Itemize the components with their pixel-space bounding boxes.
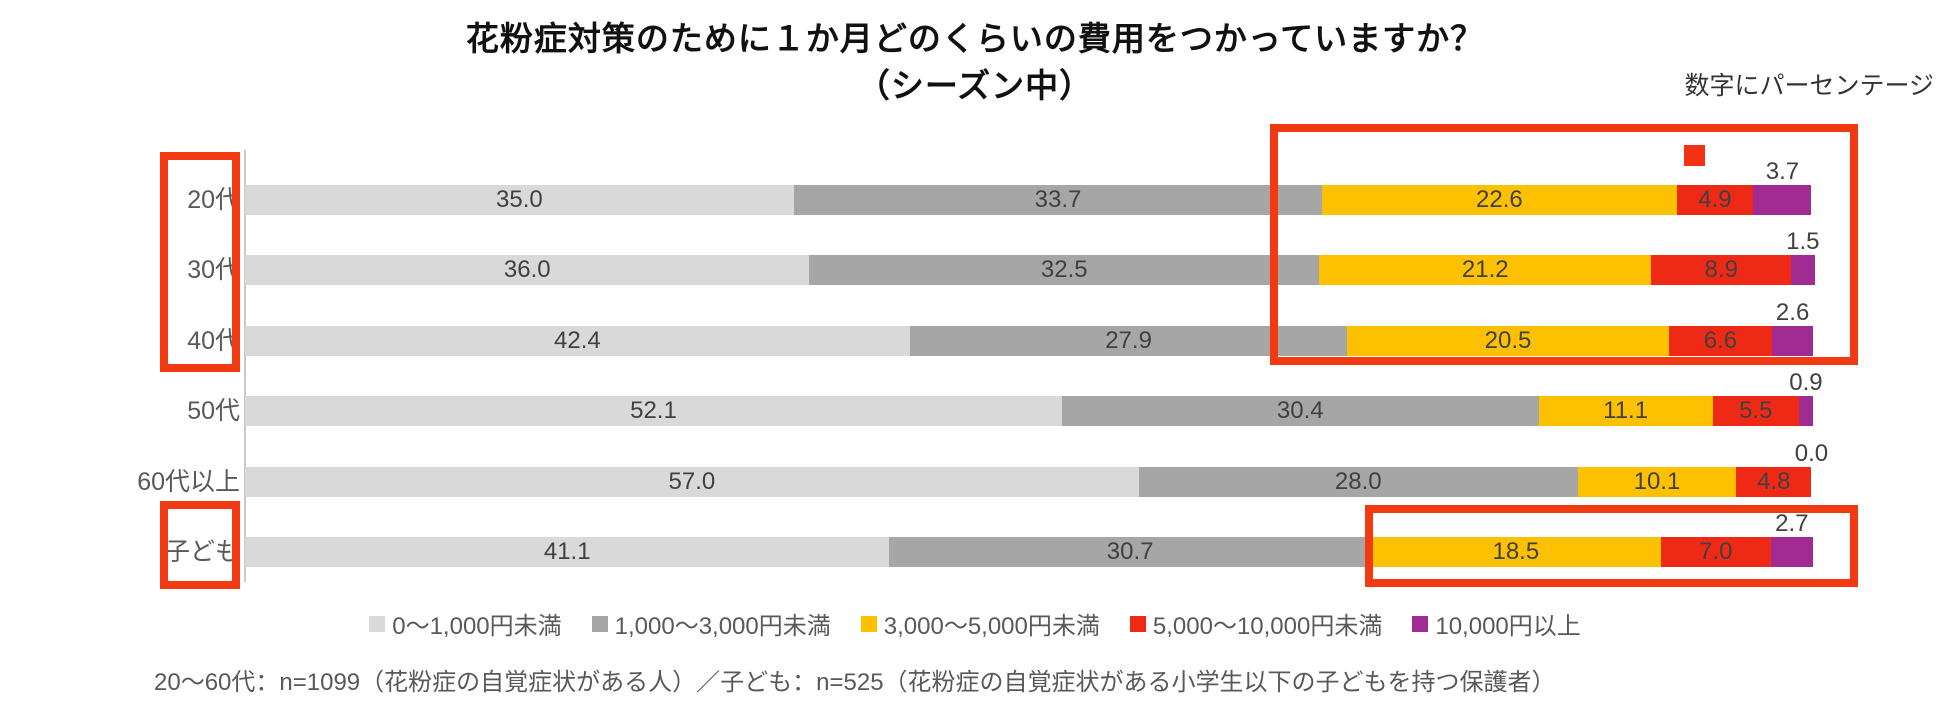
legend: 0～1,000円未満 1,000～3,000円未満 3,000～5,000円未満 5,… xyxy=(0,606,1950,641)
highlight-box-segments-kodomo xyxy=(1365,505,1858,587)
bar-segment: 7.0 xyxy=(1660,537,1771,567)
bar-segment: 35.0 xyxy=(245,185,794,215)
chart-title-line1: 花粉症対策のために１か月どのくらいの費用をつかっていますか？ xyxy=(465,20,1485,57)
bar-segment: 28.0 xyxy=(1138,467,1578,497)
bar-segment: 36.0 xyxy=(245,255,810,285)
bar-segment: 6.6 xyxy=(1668,326,1773,356)
bar-segment xyxy=(1791,255,1815,285)
bar-segment: 4.9 xyxy=(1676,185,1754,215)
bar-segment: 33.7 xyxy=(793,185,1323,215)
segment-value-label: 30.7 xyxy=(1106,538,1154,565)
bar-row-4: 57.0 28.0 10.1 4.8 xyxy=(245,467,1812,497)
bar-segment: 42.4 xyxy=(245,326,910,356)
bar-row-3: 52.1 30.4 11.1 5.5 xyxy=(245,396,1813,426)
bar-segment xyxy=(1753,185,1812,215)
row-label-5: 子ども xyxy=(164,538,240,566)
red-square-marker xyxy=(1684,145,1705,166)
segment-value-label: 27.9 xyxy=(1105,327,1152,354)
segment-value-label: 32.5 xyxy=(1040,256,1088,283)
segment-value-label: 18.5 xyxy=(1492,538,1540,565)
bar-segment: 30.4 xyxy=(1061,396,1539,426)
legend-label: 5,000～10,000円未満 xyxy=(1152,613,1383,640)
highlight-box-age-labels-20-40 xyxy=(160,152,240,372)
segment-value-label: 36.0 xyxy=(503,256,551,283)
segment-value-label: 6.6 xyxy=(1703,327,1738,354)
segment-value-label-above: 2.7 xyxy=(1775,510,1809,537)
segment-value-label: 52.1 xyxy=(630,397,677,424)
bar-segment: 22.6 xyxy=(1322,185,1677,215)
segment-value-label: 42.4 xyxy=(554,327,601,354)
bar-segment: 20.5 xyxy=(1347,326,1669,356)
bar-row-1: 36.0 32.5 21.2 8.9 xyxy=(245,255,1815,285)
legend-color-chip xyxy=(1412,615,1429,632)
legend-item-3: 5,000～10,000円未満 xyxy=(1129,606,1383,641)
segment-value-label-above: 2.6 xyxy=(1775,299,1810,326)
bar-segment: 57.0 xyxy=(245,467,1139,497)
chart-title: 花粉症対策のために１か月どのくらいの費用をつかっていますか？ （シーズン中） xyxy=(0,16,1950,110)
legend-color-chip xyxy=(591,615,608,632)
bar-segment: 32.5 xyxy=(809,255,1320,285)
bar-segment: 41.1 xyxy=(245,537,890,567)
legend-label: 0～1,000円未満 xyxy=(392,613,562,640)
bar-segment xyxy=(1770,537,1813,567)
segment-value-label: 21.2 xyxy=(1461,256,1509,283)
footnote: 20～60代：n=1099（花粉症の自覚症状がある人）／子ども：n=525（花粉… xyxy=(154,669,1556,696)
bar-row-0: 35.0 33.7 22.6 4.9 xyxy=(245,185,1812,215)
segment-value-label-above: 3.7 xyxy=(1765,158,1800,185)
segment-value-label: 41.1 xyxy=(543,538,591,565)
legend-item-2: 3,000～5,000円未満 xyxy=(860,606,1100,641)
bar-segment: 5.5 xyxy=(1712,396,1799,426)
highlight-box-segments-rows-20-40 xyxy=(1270,124,1858,365)
row-label-4: 60代以上 xyxy=(137,468,240,496)
highlight-box-label-kodomo xyxy=(160,501,240,589)
category-axis-line xyxy=(244,150,246,582)
bar-segment: 30.7 xyxy=(889,537,1371,567)
segment-value-label-above: 0.9 xyxy=(1789,369,1823,396)
legend-label: 1,000～3,000円未満 xyxy=(614,613,831,640)
bar-segment: 21.2 xyxy=(1319,255,1652,285)
segment-value-label: 57.0 xyxy=(668,468,716,495)
segment-value-label: 35.0 xyxy=(496,186,543,213)
segment-value-label: 4.9 xyxy=(1698,186,1732,213)
bar-segment: 4.8 xyxy=(1736,467,1812,497)
legend-item-4: 10,000円以上 xyxy=(1412,606,1581,641)
legend-color-chip xyxy=(1129,615,1146,632)
row-label-0: 20代 xyxy=(187,186,240,214)
legend-color-chip xyxy=(860,615,877,632)
segment-value-label: 20.5 xyxy=(1484,327,1532,354)
bar-segment: 11.1 xyxy=(1538,396,1713,426)
bar-segment: 18.5 xyxy=(1370,537,1661,567)
segment-value-label: 28.0 xyxy=(1334,468,1382,495)
bar-segment: 52.1 xyxy=(245,396,1062,426)
segment-value-label: 10.1 xyxy=(1633,468,1681,495)
legend-item-0: 0～1,000円未満 xyxy=(369,606,562,641)
segment-value-label: 7.0 xyxy=(1699,538,1733,565)
legend-label: 3,000～5,000円未満 xyxy=(883,613,1100,640)
bar-row-5: 41.1 30.7 18.5 7.0 xyxy=(245,537,1813,567)
segment-value-label-above: 0.0 xyxy=(1794,440,1829,467)
chart-title-line2: （シーズン中） xyxy=(856,66,1094,104)
segment-value-label: 11.1 xyxy=(1603,397,1649,424)
bar-segment: 10.1 xyxy=(1577,467,1737,497)
segment-value-label: 4.8 xyxy=(1757,468,1791,495)
segment-value-label: 30.4 xyxy=(1276,397,1324,424)
row-label-1: 30代 xyxy=(187,256,240,284)
segment-value-label: 33.7 xyxy=(1034,186,1082,213)
segment-value-label-above: 1.5 xyxy=(1786,228,1820,255)
segment-value-label: 8.9 xyxy=(1704,256,1738,283)
legend-item-1: 1,000～3,000円未満 xyxy=(591,606,831,641)
legend-label: 10,000円以上 xyxy=(1435,613,1581,640)
row-label-2: 40代 xyxy=(187,327,240,355)
segment-value-label: 5.5 xyxy=(1739,397,1773,424)
row-label-3: 50代 xyxy=(187,397,240,425)
legend-color-chip xyxy=(369,615,386,632)
segment-value-label: 22.6 xyxy=(1476,186,1523,213)
bar-segment xyxy=(1798,396,1813,426)
bar-segment: 8.9 xyxy=(1651,255,1792,285)
bar-segment xyxy=(1772,326,1813,356)
percentage-note: 数字にパーセンテージ xyxy=(1684,72,1934,100)
